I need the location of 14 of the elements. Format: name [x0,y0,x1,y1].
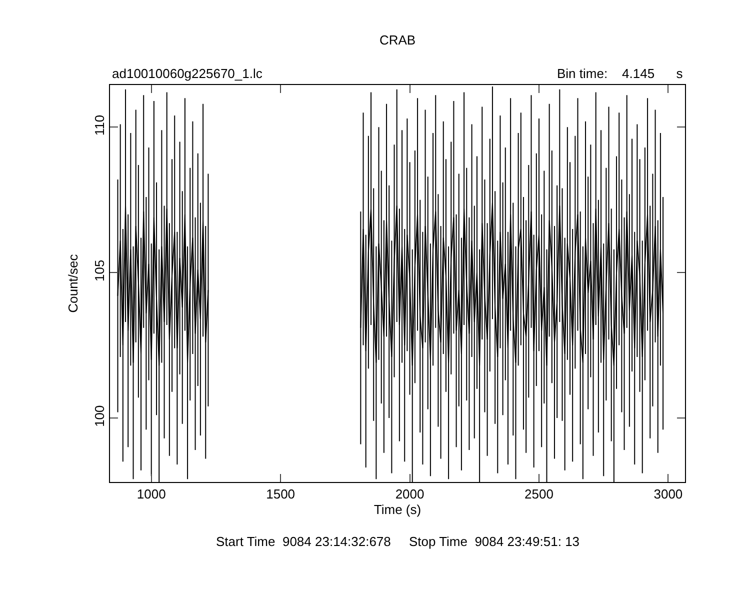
x-tick-label: 1500 [266,486,296,502]
y-tick-label: 100 [92,405,107,427]
chart-title: CRAB [379,32,416,48]
x-tick-label: 2000 [395,486,424,502]
x-tick-label: 2500 [524,486,554,502]
x-tick-label: 1000 [136,486,166,502]
x-axis-title: Time (s) [374,502,422,518]
text: Start Time 9084 23:14:32:678 Stop Time 9084 23:49:51: 13 [216,534,580,549]
y-axis-title: Count/sec [66,254,81,313]
y-tick-label: 105 [92,260,107,282]
text: Bin time: 4.145 s [557,66,684,81]
text: ad10010060g225670_1.lc [112,66,263,81]
y-tick-label: 110 [92,114,107,136]
x-tick-label: 3000 [654,486,683,502]
